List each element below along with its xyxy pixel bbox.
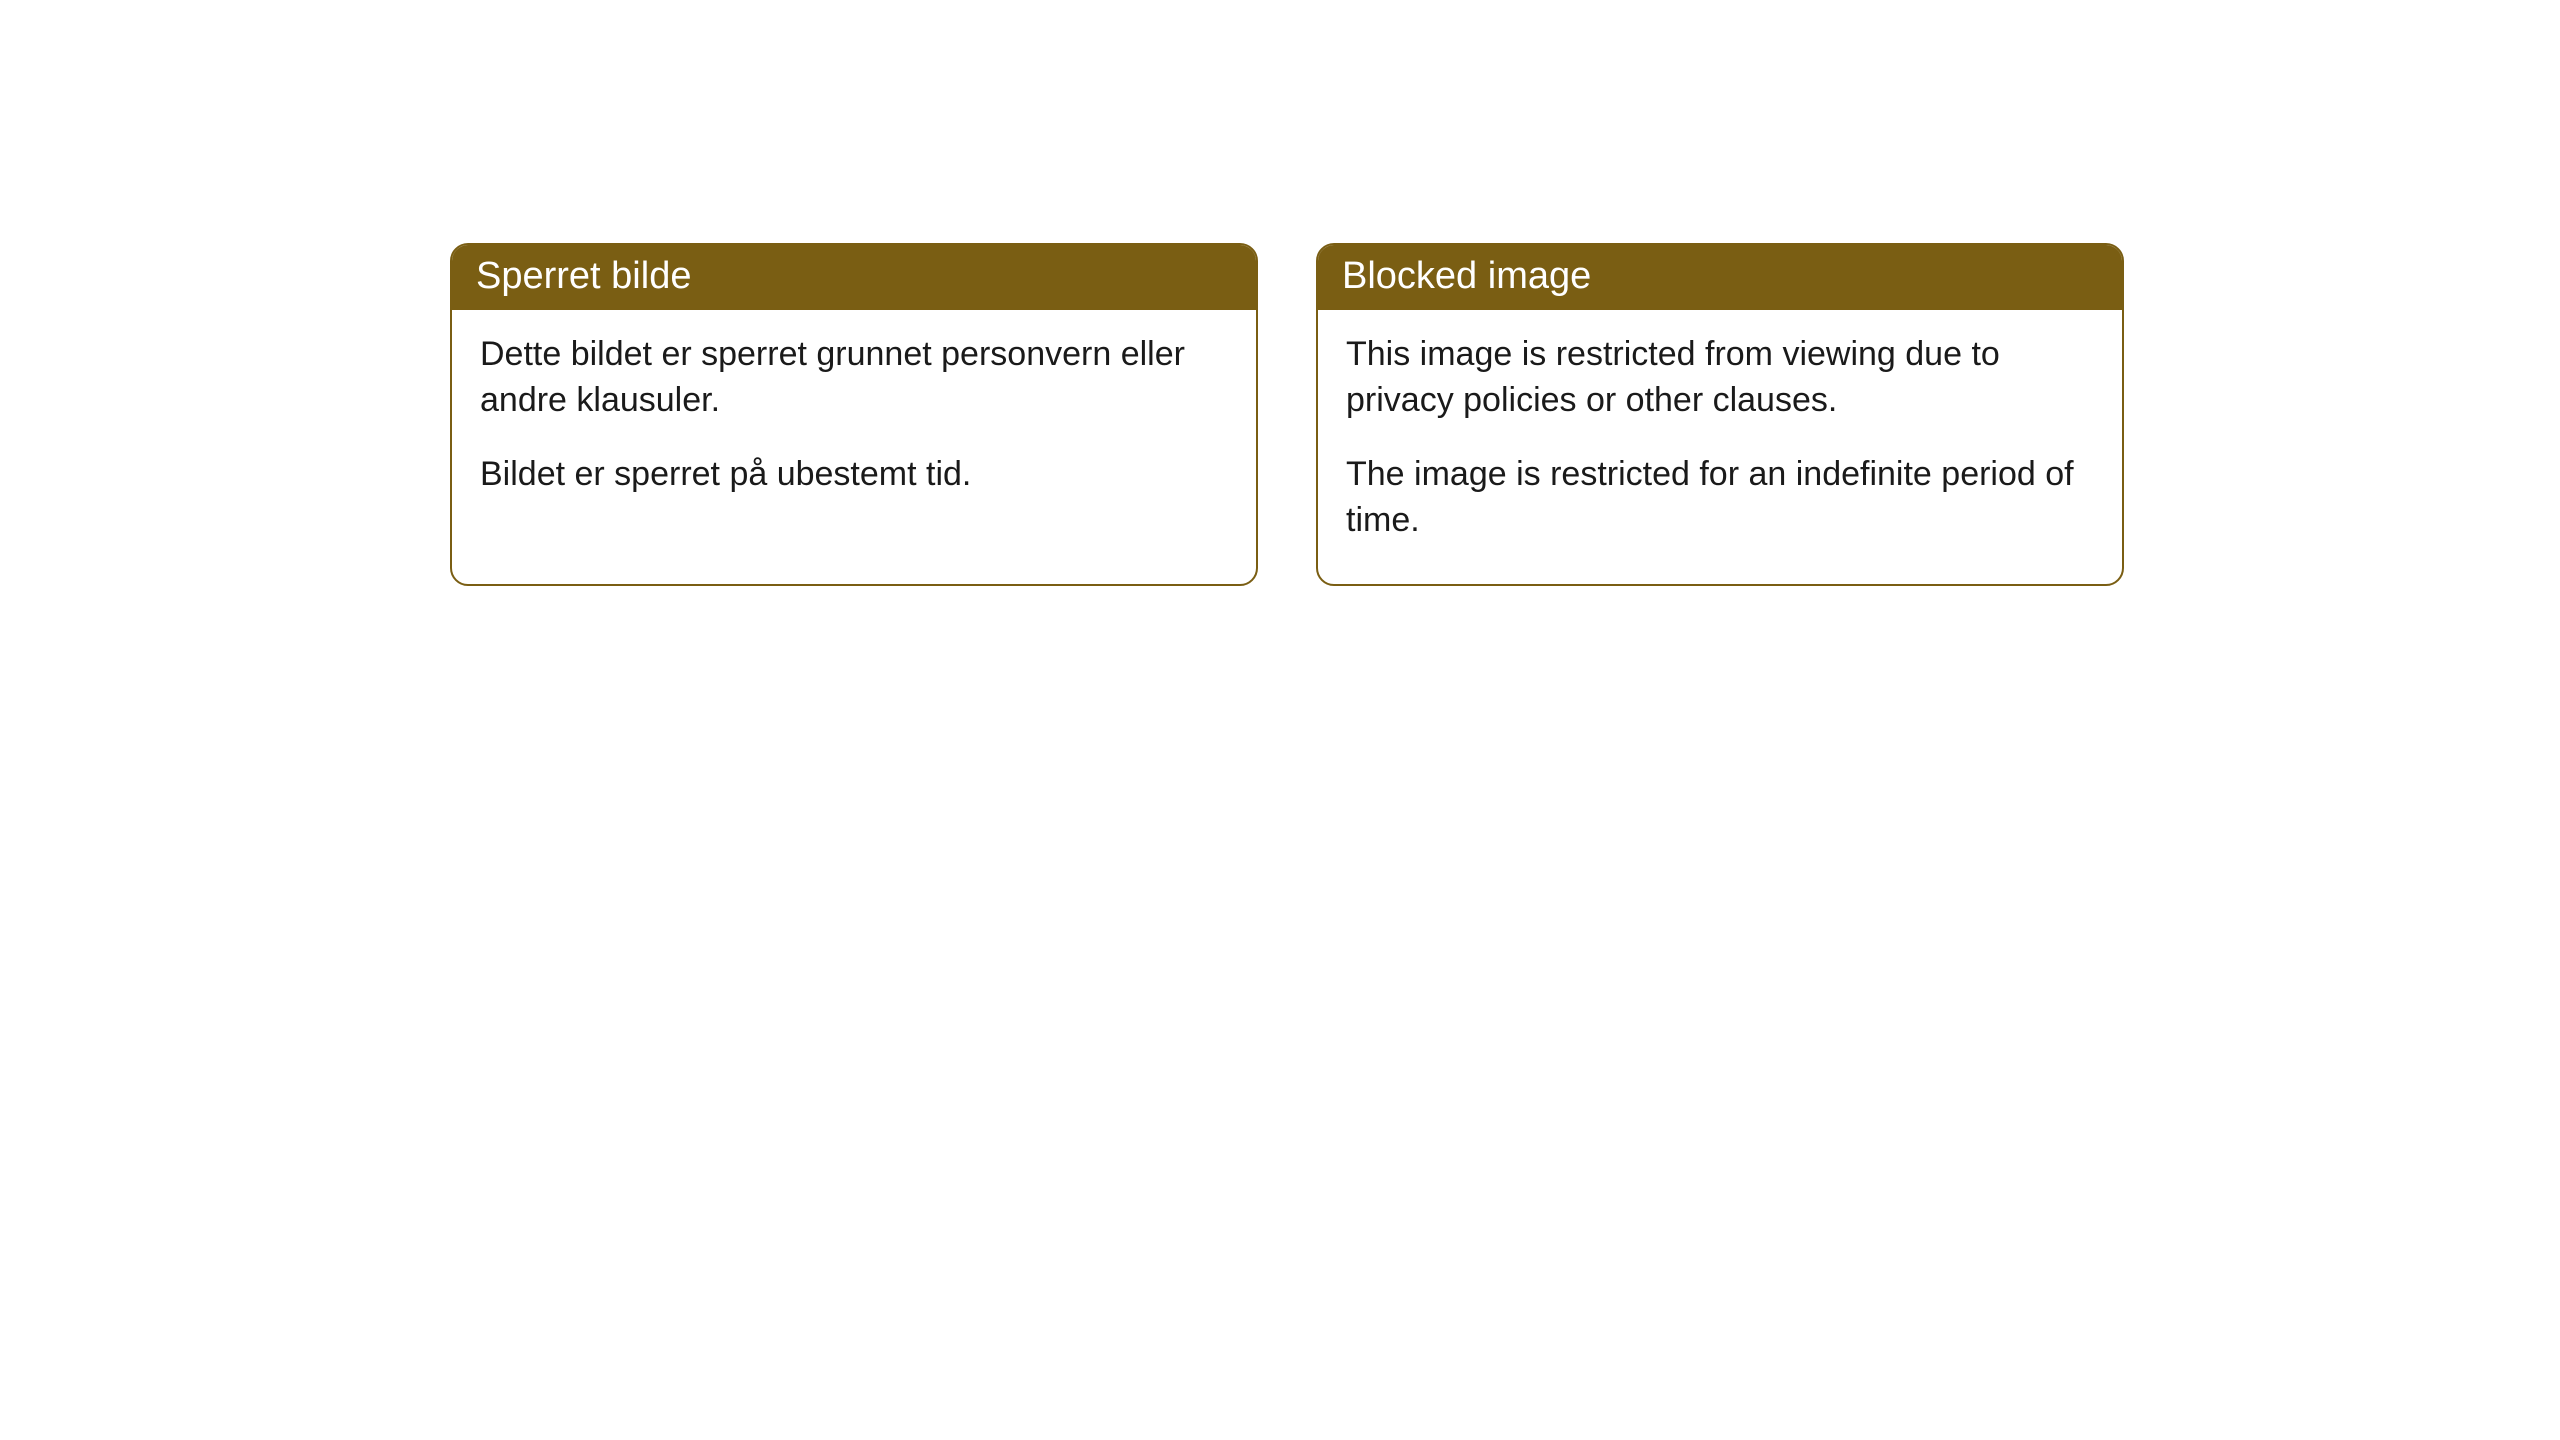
- card-header: Blocked image: [1318, 245, 2122, 310]
- notice-card-english: Blocked image This image is restricted f…: [1316, 243, 2124, 586]
- card-header: Sperret bilde: [452, 245, 1256, 310]
- notice-card-norwegian: Sperret bilde Dette bildet er sperret gr…: [450, 243, 1258, 586]
- card-body: This image is restricted from viewing du…: [1318, 310, 2122, 584]
- card-paragraph: The image is restricted for an indefinit…: [1346, 452, 2094, 544]
- notice-cards-container: Sperret bilde Dette bildet er sperret gr…: [450, 243, 2560, 586]
- card-body: Dette bildet er sperret grunnet personve…: [452, 310, 1256, 538]
- card-title: Sperret bilde: [476, 255, 691, 297]
- card-paragraph: This image is restricted from viewing du…: [1346, 332, 2094, 424]
- card-title: Blocked image: [1342, 255, 1591, 297]
- card-paragraph: Bildet er sperret på ubestemt tid.: [480, 452, 1228, 498]
- card-paragraph: Dette bildet er sperret grunnet personve…: [480, 332, 1228, 424]
